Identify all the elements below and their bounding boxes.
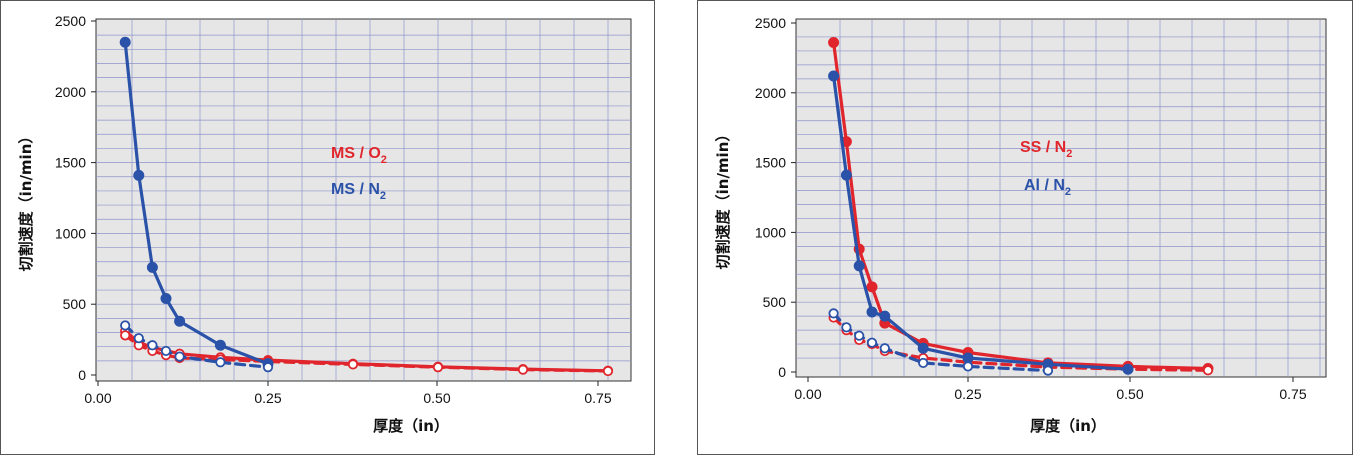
- y-tick-label: 1500: [755, 155, 786, 171]
- x-axis-title: 厚度（in）: [1030, 417, 1106, 435]
- x-tick-label: 0.00: [794, 386, 821, 402]
- data-point: [917, 342, 929, 354]
- y-tick-label: 2500: [55, 13, 86, 29]
- data-point: [1042, 365, 1054, 376]
- data-point: [147, 340, 158, 351]
- data-point: [866, 281, 878, 293]
- data-point: [347, 359, 359, 370]
- y-tick-label: 2500: [755, 15, 786, 31]
- chart-left: 0 500 1000 1500 2000 2500 0.00 0.25 0.50 0.75 厚度（i…: [17, 13, 632, 435]
- x-tick-label: 0.50: [1116, 386, 1143, 402]
- series-label-al-n2: Al / N2: [1024, 177, 1071, 198]
- data-point: [828, 37, 840, 49]
- plot-area: [95, 18, 632, 382]
- data-point: [866, 337, 878, 348]
- series-al-n2-dashed: [828, 308, 1054, 376]
- data-point: [879, 310, 891, 322]
- y-tick-label: 500: [763, 294, 787, 310]
- chart-panel-right: 0 500 1000 1500 2000 2500 0.00 0.25 0.50 0.75 厚度（i…: [697, 0, 1353, 455]
- y-tick-label: 1000: [755, 224, 786, 240]
- series-label-ss-n2: SS / N2: [1020, 139, 1072, 160]
- y-tick-label: 2000: [755, 85, 786, 101]
- data-point: [840, 169, 852, 181]
- y-tick-label: 500: [63, 296, 87, 312]
- data-point: [120, 330, 131, 341]
- x-tick-label: 0.25: [954, 386, 981, 402]
- series-label-ms-n2: MS / N2: [331, 181, 386, 202]
- data-point: [133, 169, 145, 181]
- series-ms-n2-dashed: [120, 320, 274, 373]
- data-point: [841, 322, 852, 333]
- data-point: [174, 351, 185, 362]
- y-tick-label: 1000: [55, 225, 86, 241]
- x-tick-label: 0.00: [84, 390, 111, 406]
- data-point: [133, 333, 144, 344]
- x-tick-label: 0.75: [1279, 386, 1306, 402]
- x-axis-title: 厚度（in）: [373, 417, 449, 435]
- data-point: [1202, 365, 1214, 376]
- data-point: [866, 306, 878, 318]
- data-point: [160, 345, 172, 357]
- data-point: [962, 361, 974, 372]
- data-point: [432, 362, 444, 373]
- data-point: [215, 357, 226, 368]
- data-point: [918, 357, 929, 369]
- data-point: [879, 343, 890, 354]
- data-point: [854, 330, 865, 341]
- x-tick-label: 0.75: [584, 390, 611, 406]
- data-point: [828, 70, 840, 82]
- grid: [796, 19, 1326, 377]
- data-point: [517, 364, 529, 375]
- y-tick-label: 2000: [55, 84, 86, 100]
- data-point: [602, 365, 614, 377]
- chart-right: 0 500 1000 1500 2000 2500 0.00 0.25 0.50 0.75 厚度（i…: [714, 15, 1327, 435]
- y-axis-title: 切割速度（in/min）: [714, 127, 732, 270]
- series-label-ms-o2: MS / O2: [331, 145, 387, 166]
- x-tick-label: 0.25: [254, 390, 281, 406]
- chart-panel-left: 0 500 1000 1500 2000 2500 0.00 0.25 0.50 0.75 厚度（i…: [0, 0, 655, 455]
- data-point: [853, 260, 865, 272]
- data-point: [214, 339, 226, 351]
- y-tick-label: 0: [78, 367, 86, 383]
- plot-area: [795, 18, 1327, 378]
- grid: [96, 19, 631, 381]
- data-point: [262, 362, 274, 373]
- data-point: [828, 308, 839, 319]
- y-axis-title: 切割速度（in/min）: [17, 129, 35, 272]
- data-point: [120, 320, 131, 331]
- data-point: [160, 293, 172, 305]
- data-point: [1122, 363, 1134, 375]
- data-point: [174, 315, 186, 327]
- data-point: [146, 261, 158, 273]
- y-tick-label: 0: [778, 364, 786, 380]
- y-tick-label: 1500: [55, 155, 86, 171]
- data-point: [119, 36, 131, 48]
- x-tick-label: 0.50: [423, 390, 450, 406]
